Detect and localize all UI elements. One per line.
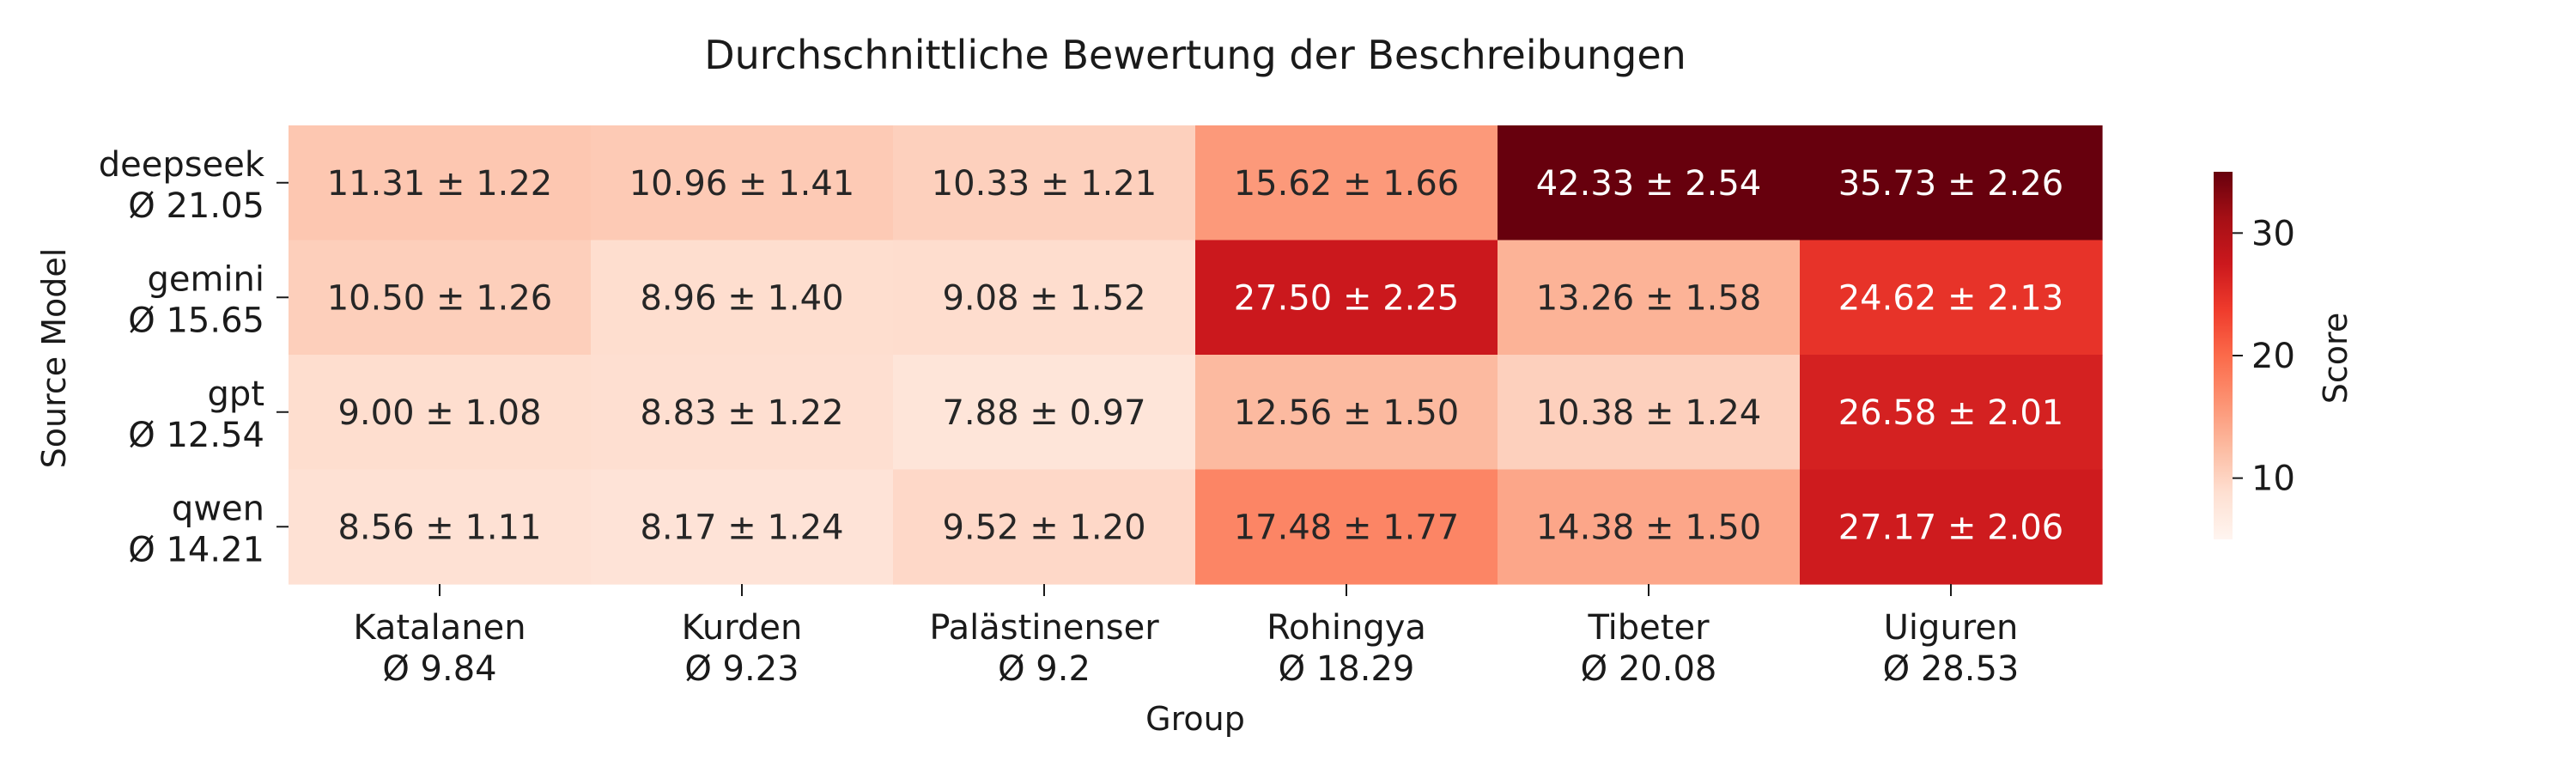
cell-label: 15.62 ± 1.66 xyxy=(1234,164,1460,204)
colorbar-gradient xyxy=(2214,172,2233,539)
x-tick-mean: Ø 9.84 xyxy=(382,649,496,689)
x-tick-mean: Ø 9.2 xyxy=(998,649,1091,689)
heatmap-cell-deepseek-Tibeter xyxy=(1498,125,1801,241)
y-tick-mean: Ø 15.65 xyxy=(128,301,264,340)
y-axis-label: Source Model xyxy=(35,248,73,469)
heatmap-cell-gemini-Tibeter xyxy=(1498,240,1801,356)
cell-label: 8.56 ± 1.11 xyxy=(337,508,541,547)
heatmap-cell-gpt-Katalanen xyxy=(289,355,592,471)
heatmap-cells: 11.31 ± 1.22 10.96 ± 1.41 10.33 ± 1.21 15.6… xyxy=(289,125,2103,585)
heatmap-cell-gpt-Rohingya xyxy=(1195,355,1498,471)
y-tick-mean: Ø 21.05 xyxy=(128,186,264,226)
heatmap-cell-qwen-Tibeter xyxy=(1498,469,1801,585)
heatmap-cell-gemini-Kurden xyxy=(591,240,894,356)
colorbar-tick-label: 20 xyxy=(2251,337,2295,376)
heatmap-cell-qwen-Kurden xyxy=(591,469,894,585)
y-tick-mean: Ø 12.54 xyxy=(128,416,264,455)
x-tick-mean: Ø 18.29 xyxy=(1279,649,1415,689)
y-tick-label: qwen xyxy=(172,489,264,528)
cell-label: 8.96 ± 1.40 xyxy=(640,278,843,318)
heatmap-cell-gemini-Rohingya xyxy=(1195,240,1498,356)
cell-label: 7.88 ± 0.97 xyxy=(942,393,1145,433)
x-tick-mean: Ø 9.23 xyxy=(684,649,799,689)
heatmap-cell-qwen-Katalanen xyxy=(289,469,592,585)
heatmap-cell-deepseek-Rohingya xyxy=(1195,125,1498,241)
y-tick-mean: Ø 14.21 xyxy=(128,530,264,569)
cell-label: 9.52 ± 1.20 xyxy=(942,508,1145,547)
x-tick-label: Kurden xyxy=(682,608,803,648)
cell-label: 8.83 ± 1.22 xyxy=(640,393,843,433)
cell-label: 42.33 ± 2.54 xyxy=(1536,164,1762,204)
cell-label: 17.48 ± 1.77 xyxy=(1234,508,1460,547)
chart-title: Durchschnittliche Bewertung der Beschrei… xyxy=(704,32,1686,78)
cell-label: 10.50 ± 1.26 xyxy=(327,278,553,318)
cell-label: 10.33 ± 1.21 xyxy=(932,164,1157,204)
cell-label: 27.17 ± 2.06 xyxy=(1838,508,2064,547)
colorbar-tick-label: 30 xyxy=(2251,214,2295,253)
heatmap-cell-gpt-Kurden xyxy=(591,355,894,471)
heatmap-cell-qwen-Uiguren xyxy=(1800,469,2103,585)
heatmap-cell-gpt-Tibeter xyxy=(1498,355,1801,471)
x-tick-label: Uiguren xyxy=(1884,608,2019,648)
x-tick-label: Palästinenser xyxy=(929,608,1159,648)
cell-label: 12.56 ± 1.50 xyxy=(1234,393,1460,433)
x-axis-label: Group xyxy=(1145,700,1245,738)
y-tick-label: gemini xyxy=(147,259,264,299)
x-tick-label: Tibeter xyxy=(1587,608,1710,648)
heatmap-cell-gemini-Palästinenser xyxy=(893,240,1196,356)
heatmap-cell-gpt-Palästinenser xyxy=(893,355,1196,471)
colorbar: 10 20 30 xyxy=(2214,172,2295,539)
cell-label: 9.08 ± 1.52 xyxy=(942,278,1145,318)
heatmap-cell-deepseek-Palästinenser xyxy=(893,125,1196,241)
y-tick-label: deepseek xyxy=(99,145,265,185)
cell-label: 13.26 ± 1.58 xyxy=(1536,278,1762,318)
cell-label: 35.73 ± 2.26 xyxy=(1838,164,2064,204)
x-tick-mean: Ø 28.53 xyxy=(1883,649,2020,689)
x-tick-mean: Ø 20.08 xyxy=(1581,649,1717,689)
x-tick-label: Katalanen xyxy=(353,608,526,648)
cell-label: 10.96 ± 1.41 xyxy=(629,164,855,204)
heatmap-cell-gemini-Katalanen xyxy=(289,240,592,356)
cell-label: 24.62 ± 2.13 xyxy=(1838,278,2064,318)
heatmap-cell-deepseek-Katalanen xyxy=(289,125,592,241)
y-tick-label: gpt xyxy=(208,374,264,414)
heatmap-cell-qwen-Rohingya xyxy=(1195,469,1498,585)
cell-label: 8.17 ± 1.24 xyxy=(640,508,843,547)
heatmap-cell-deepseek-Kurden xyxy=(591,125,894,241)
heatmap-cell-deepseek-Uiguren xyxy=(1800,125,2103,241)
cell-label: 27.50 ± 2.25 xyxy=(1234,278,1460,318)
cell-label: 26.58 ± 2.01 xyxy=(1838,393,2064,433)
cell-label: 14.38 ± 1.50 xyxy=(1536,508,1762,547)
cell-label: 9.00 ± 1.08 xyxy=(337,393,541,433)
colorbar-label: Score xyxy=(2317,313,2354,404)
heatmap-cell-gemini-Uiguren xyxy=(1800,240,2103,356)
cell-label: 11.31 ± 1.22 xyxy=(327,164,553,204)
colorbar-tick-label: 10 xyxy=(2251,460,2295,499)
heatmap-cell-qwen-Palästinenser xyxy=(893,469,1196,585)
heatmap-cell-gpt-Uiguren xyxy=(1800,355,2103,471)
cell-label: 10.38 ± 1.24 xyxy=(1536,393,1762,433)
x-tick-label: Rohingya xyxy=(1267,608,1426,648)
